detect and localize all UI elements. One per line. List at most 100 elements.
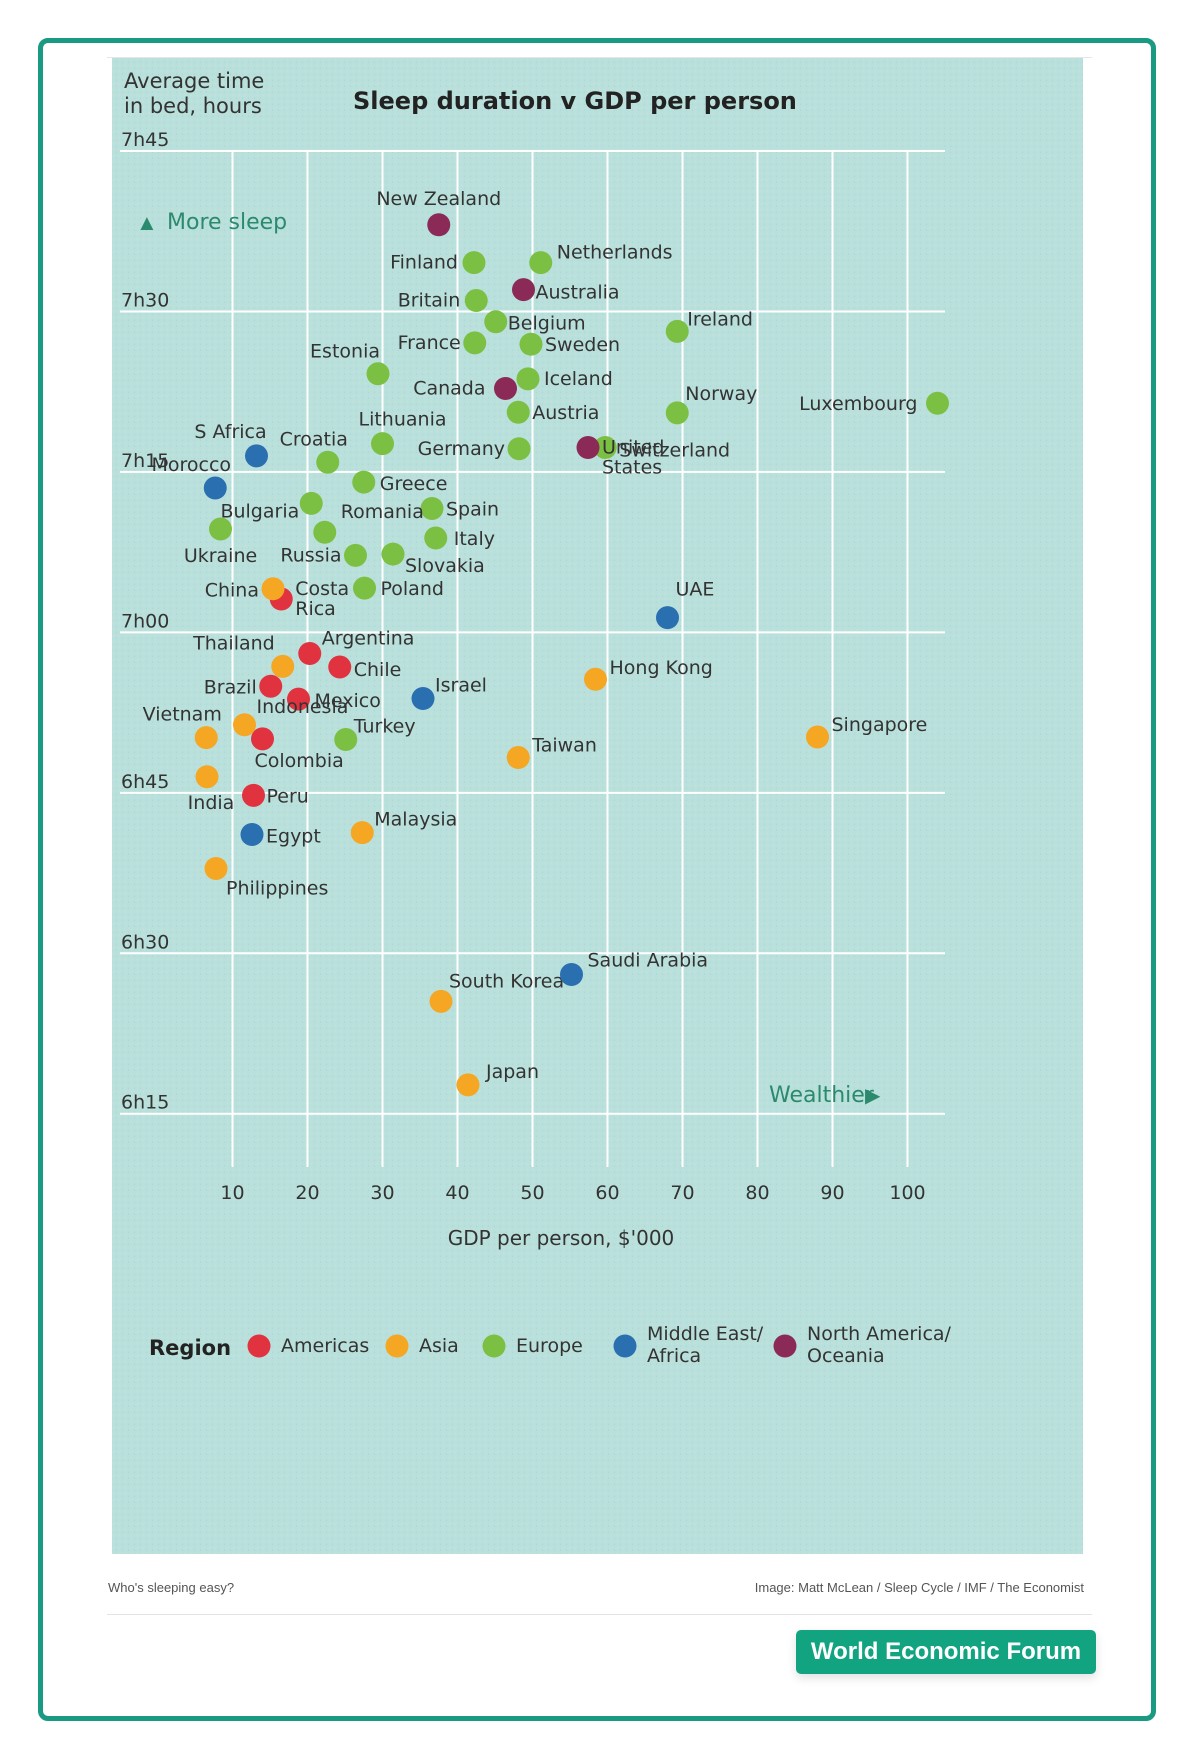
point-peru <box>242 783 265 807</box>
x-tick-label: 90 <box>820 1182 844 1204</box>
point-germany <box>507 437 531 461</box>
point-label: Japan <box>485 1061 539 1083</box>
point-romania <box>313 520 337 544</box>
point-norway <box>665 401 689 425</box>
right-triangle-icon: ▶ <box>865 1085 881 1107</box>
legend-swatch <box>482 1334 506 1358</box>
point-label: Peru <box>267 785 309 807</box>
world-economic-forum-button[interactable]: World Economic Forum <box>796 1630 1096 1674</box>
x-tick-label: 30 <box>370 1182 394 1204</box>
point-japan <box>456 1073 480 1097</box>
point-canada <box>494 376 517 400</box>
point-label: Russia <box>280 544 341 566</box>
point-vietnam <box>194 726 218 750</box>
y-tick-label: 6h45 <box>121 771 169 793</box>
point-israel <box>411 686 435 710</box>
point-label: Romania <box>341 501 424 523</box>
y-tick-label: 7h00 <box>121 610 169 632</box>
legend: Region Americas Asia Europe Middle East/Afr… <box>149 1323 952 1367</box>
point-poland <box>353 576 376 600</box>
x-tick-label: 70 <box>670 1182 694 1204</box>
legend-label: Middle East/Africa <box>647 1323 764 1367</box>
x-axis-label: GDP per person, $'000 <box>448 1226 675 1250</box>
chart-image: 7h45 7h30 7h15 7h00 6h45 6h30 6h15 10 20 30 40 50 6… <box>112 58 1083 1554</box>
point-label: Singapore <box>832 714 928 736</box>
point-argentina <box>298 642 322 666</box>
point-label: Sweden <box>545 334 620 356</box>
point-label: Canada <box>413 377 485 399</box>
legend-label: North America/Oceania <box>807 1323 952 1367</box>
up-triangle-icon: ▲ <box>136 210 158 235</box>
x-tick-label: 20 <box>295 1182 319 1204</box>
point-belgium <box>484 310 508 334</box>
point-taiwan <box>506 746 530 770</box>
legend-label: Asia <box>419 1335 459 1357</box>
x-tick-label: 40 <box>445 1182 469 1204</box>
x-tick-label: 50 <box>520 1182 544 1204</box>
point-label: Austria <box>532 402 599 424</box>
point-label: Chile <box>354 659 402 681</box>
point-indonesia <box>233 713 256 737</box>
y-axis-label-line1: Average time <box>124 69 264 93</box>
divider-bottom <box>107 1614 1092 1615</box>
x-tick-label: 10 <box>220 1182 244 1204</box>
y-tick-label: 7h30 <box>121 289 169 311</box>
point-label: Greece <box>380 473 448 495</box>
point-label: France <box>398 332 461 354</box>
point-label: Switzerland <box>619 440 730 462</box>
point-label: Mexico <box>315 690 381 712</box>
legend-swatch <box>385 1334 409 1358</box>
point-label: Britain <box>398 290 461 312</box>
point-label: Poland <box>381 578 444 600</box>
point-label: Malaysia <box>374 809 457 831</box>
point-mexico <box>287 687 310 711</box>
point-uae <box>656 606 679 630</box>
x-tick-label: 60 <box>595 1182 619 1204</box>
point-label: Belgium <box>508 313 586 335</box>
y-tick-label: 7h15 <box>121 450 169 472</box>
point-label: Australia <box>536 282 620 304</box>
point-united-states <box>576 436 600 460</box>
point-india <box>195 765 219 789</box>
point-spain <box>420 496 444 520</box>
point-hong-kong <box>584 667 607 691</box>
point-france <box>463 331 487 355</box>
data-points: Costa Rica Argentina Chile Brazil Mexico Colom… <box>143 188 949 1097</box>
x-tick-label: 100 <box>889 1182 925 1204</box>
point-label: Italy <box>454 528 495 550</box>
point-ukraine <box>209 517 232 541</box>
point-label: Estonia <box>310 341 380 363</box>
x-axis-ticks: 10 20 30 40 50 60 70 80 90 100 <box>220 1182 925 1204</box>
point-label: South Korea <box>449 970 564 992</box>
point-label: Luxembourg <box>799 393 917 415</box>
point-chile <box>328 655 352 679</box>
more-sleep-annotation: ▲ More sleep <box>136 210 287 235</box>
point-label: Brazil <box>204 676 257 698</box>
point-singapore <box>806 725 829 749</box>
y-axis-label-line2: in bed, hours <box>124 94 262 118</box>
point-label: Spain <box>446 498 499 520</box>
point-label: China <box>205 580 259 602</box>
image-caption: Who's sleeping easy? <box>108 1580 235 1595</box>
scatter-chart: 7h45 7h30 7h15 7h00 6h45 6h30 6h15 10 20 30 40 50 6… <box>112 58 1083 1554</box>
x-tick-label: 80 <box>745 1182 769 1204</box>
wealthier-annotation: Wealthier ▶ <box>769 1083 881 1108</box>
legend-title: Region <box>149 1336 231 1360</box>
point-label: Germany <box>418 438 505 460</box>
point-bulgaria <box>299 491 323 515</box>
point-thailand <box>271 654 295 678</box>
image-credit: Image: Matt McLean / Sleep Cycle / IMF /… <box>754 1580 1084 1595</box>
more-sleep-label: More sleep <box>167 210 287 235</box>
point-turkey <box>334 728 358 752</box>
point-label: Norway <box>685 383 757 405</box>
point-luxembourg <box>926 391 949 415</box>
point-label: Philippines <box>226 878 328 900</box>
point-label: Vietnam <box>143 704 222 726</box>
point-label: United States <box>602 437 664 479</box>
point-new-zealand <box>427 213 451 237</box>
legend-swatch <box>773 1334 797 1358</box>
point-label: Croatia <box>280 428 348 450</box>
point-label: Lithuania <box>358 409 446 431</box>
point-label: Ireland <box>687 308 753 330</box>
point-philippines <box>204 857 228 881</box>
